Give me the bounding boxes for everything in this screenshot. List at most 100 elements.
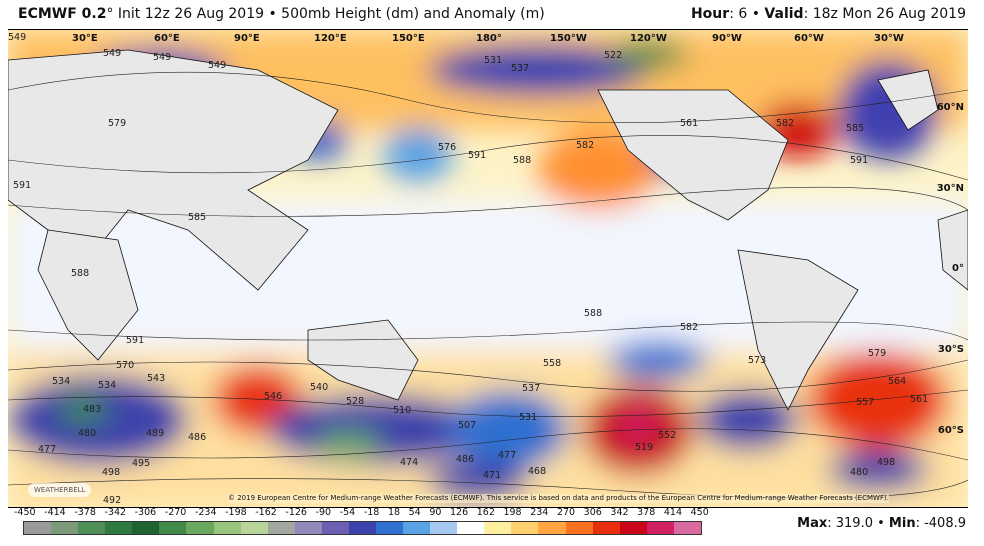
- lon-label: 60°E: [154, 33, 180, 44]
- contour-label: 534: [98, 380, 117, 391]
- colorbar-tick: -198: [225, 507, 247, 518]
- colorbar-tick: -234: [194, 507, 217, 518]
- colorbar-tick: 414: [663, 507, 683, 518]
- valid-value: : 18z Mon 26 Aug 2019: [803, 6, 966, 22]
- colorbar-tick: -342: [104, 507, 127, 518]
- anomaly-field: [8, 30, 968, 507]
- lat-label: 30°N: [936, 183, 964, 194]
- weatherbell-logo: WEATHERBELL: [28, 483, 92, 497]
- lon-label: 90°E: [234, 33, 260, 44]
- valid-label: Valid: [764, 6, 804, 22]
- colorbar-tick: 378: [637, 507, 656, 518]
- lon-label: 60°W: [794, 33, 824, 44]
- contour-label: 489: [146, 428, 165, 439]
- colorbar-tick: -450: [14, 507, 36, 518]
- hour-value: : 6 •: [729, 6, 765, 22]
- colorbar-tick: -378: [74, 507, 96, 518]
- contour-label: 510: [393, 405, 412, 416]
- colorbar-tick: -90: [315, 507, 332, 518]
- contour-label: 576: [438, 142, 457, 153]
- contour-label: 522: [604, 50, 623, 61]
- contour-label: 474: [400, 457, 419, 468]
- contour-label: 546: [264, 391, 283, 402]
- colorbar-swatch: [267, 522, 295, 534]
- contour-label: 573: [748, 355, 767, 366]
- map-title: ECMWF 0.2° Init 12z 26 Aug 2019 • 500mb …: [18, 6, 545, 22]
- lat-label: 0°: [952, 263, 964, 274]
- contour-label: 579: [108, 118, 127, 129]
- contour-label: 564: [888, 376, 907, 387]
- colorbar-tick: -162: [255, 507, 277, 518]
- contour-label: 528: [346, 396, 365, 407]
- init-text: Init 12z 26 Aug 2019 • 500mb Height (dm)…: [113, 6, 545, 22]
- contour-label: 534: [52, 376, 71, 387]
- degree-sign: °: [106, 6, 114, 22]
- lon-label: 150°W: [550, 33, 587, 44]
- colorbar-swatch: [511, 522, 539, 534]
- contour-label: 492: [103, 495, 122, 506]
- contour-label: 552: [658, 430, 677, 441]
- colorbar-tick: 126: [450, 507, 469, 518]
- contour-label: 591: [13, 180, 32, 191]
- lon-label: 150°E: [392, 33, 425, 44]
- contour-label: 582: [576, 140, 595, 151]
- contour-label: 591: [468, 150, 487, 161]
- contour-label: 558: [543, 358, 562, 369]
- contour-label: 585: [188, 212, 207, 223]
- colorbar-swatch: [457, 522, 485, 534]
- lon-label: 90°W: [712, 33, 742, 44]
- colorbar-tick: 450: [690, 507, 709, 518]
- contour-label: 486: [188, 432, 207, 443]
- colorbar-tick: 234: [530, 507, 549, 518]
- colorbar-swatch: [24, 522, 52, 534]
- anomaly-map: 30°E 60°E 90°E 120°E 150°E 180° 150°W 12…: [8, 29, 968, 508]
- colorbar-tick: 270: [556, 507, 576, 518]
- contour-label: 561: [910, 394, 929, 405]
- contour-label: 507: [458, 420, 477, 431]
- min-label: Min: [888, 516, 916, 531]
- colorbar-swatch: [132, 522, 160, 534]
- contour-label: 531: [519, 412, 538, 423]
- contour-label: 588: [584, 308, 603, 319]
- contour-label: 543: [147, 373, 166, 384]
- lon-label: 30°E: [72, 33, 98, 44]
- colorbar-swatch: [538, 522, 566, 534]
- contour-label: 486: [456, 454, 475, 465]
- colorbar-tick: -414: [44, 507, 66, 518]
- colorbar-tick: 54: [408, 507, 421, 518]
- colorbar-tick: -270: [164, 507, 187, 518]
- contour-label: 579: [868, 348, 887, 359]
- hour-label: Hour: [690, 6, 730, 22]
- contour-label: 477: [38, 444, 57, 455]
- lon-label: 120°W: [630, 33, 667, 44]
- contour-label: 549: [8, 32, 27, 43]
- colorbar-swatch: [321, 522, 349, 534]
- colorbar-swatch: [51, 522, 79, 534]
- contour-label: 483: [83, 404, 102, 415]
- colorbar-swatch: [592, 522, 620, 534]
- contour-label: 495: [132, 458, 151, 469]
- contour-label: 540: [310, 382, 329, 393]
- colorbar-ticks: -450 -414 -378 -342 -306 -270 -234 -198 -162 -126…: [14, 507, 709, 518]
- colorbar-swatch: [376, 522, 404, 534]
- contour-label: 570: [116, 360, 135, 371]
- colorbar-tick: -126: [285, 507, 307, 518]
- contour-label: 582: [776, 118, 795, 129]
- colorbar-swatch: [186, 522, 214, 534]
- contour-label: 588: [71, 268, 90, 279]
- lat-label: 30°S: [937, 344, 964, 355]
- colorbar-tick: -54: [339, 507, 356, 518]
- colorbar-swatch: [294, 522, 322, 534]
- contour-label: 557: [856, 397, 875, 408]
- colorbar-swatch: [646, 522, 674, 534]
- contour-label: 591: [126, 335, 145, 346]
- max-value: : 319.0 •: [827, 516, 889, 531]
- colorbar-tick: 198: [503, 507, 522, 518]
- colorbar-tick: -18: [363, 507, 380, 518]
- contour-label: 549: [153, 52, 172, 63]
- colorbar-swatch: [430, 522, 458, 534]
- contour-label: 480: [850, 467, 869, 478]
- model-name: ECMWF 0.2: [18, 6, 107, 22]
- colorbar-swatch: [348, 522, 377, 534]
- lat-label: 60°N: [936, 102, 964, 113]
